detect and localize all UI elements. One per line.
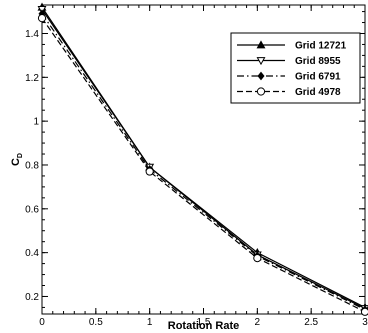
y-tick-label: 0.6 [25,204,39,215]
x-axis-label: Rotation Rate [168,320,240,332]
x-tick-label: 2.5 [304,317,318,328]
series-grid-4978 [37,14,368,316]
legend-label: Grid 12721 [295,41,347,52]
x-tick-label: 3 [362,317,368,328]
x-tick-label: 1.5 [197,317,211,328]
series-line [41,9,366,310]
legend-marker [256,57,266,66]
y-tick-label: 1.4 [25,29,39,40]
legend-label: Grid 8955 [295,56,341,67]
y-tick-label: 0.8 [25,160,39,171]
data-point [37,14,47,23]
plot-area: 0 0.5 1 1.5 2 2.5 3 0.2 0.4 0.6 0.8 1 1.2 1.4 [25,2,368,328]
legend-marker [256,40,266,49]
y-axis-label-subscript: D [17,153,24,158]
y-ticks: 0.2 0.4 0.6 0.8 1 1.2 1.4 [25,11,365,308]
series-line [41,13,366,311]
legend-marker [257,71,265,81]
x-tick-label: 2 [255,317,261,328]
data-point [360,307,368,316]
legend-item: Grid 4978 [237,87,341,98]
x-ticks: 0 0.5 1 1.5 2 2.5 3 [39,5,368,328]
x-tick-label: 0.5 [89,317,103,328]
y-axis-label-main: C [10,158,22,166]
y-tick-label: 1.2 [25,73,39,84]
y-tick-label: 0.4 [25,248,39,259]
legend-marker [256,87,266,96]
x-tick-label: 1 [147,317,153,328]
legend-label: Grid 6791 [295,72,341,83]
series-line [41,17,366,313]
data-point [253,254,262,263]
legend-item: Grid 12721 [237,40,347,52]
legend-label: Grid 4978 [295,87,341,98]
y-tick-label: 1 [33,117,39,128]
x-tick-label: 0 [39,317,45,328]
legend: Grid 12721 Grid 8955 Grid 6791 Grid 4978 [230,32,361,104]
y-tick-label: 0.2 [25,292,39,303]
legend-item: Grid 6791 [237,72,341,83]
series-line [41,6,366,308]
y-axis-label: CD [10,153,24,166]
legend-item: Grid 8955 [237,56,341,67]
data-point [145,167,154,176]
series-layer [37,2,368,316]
